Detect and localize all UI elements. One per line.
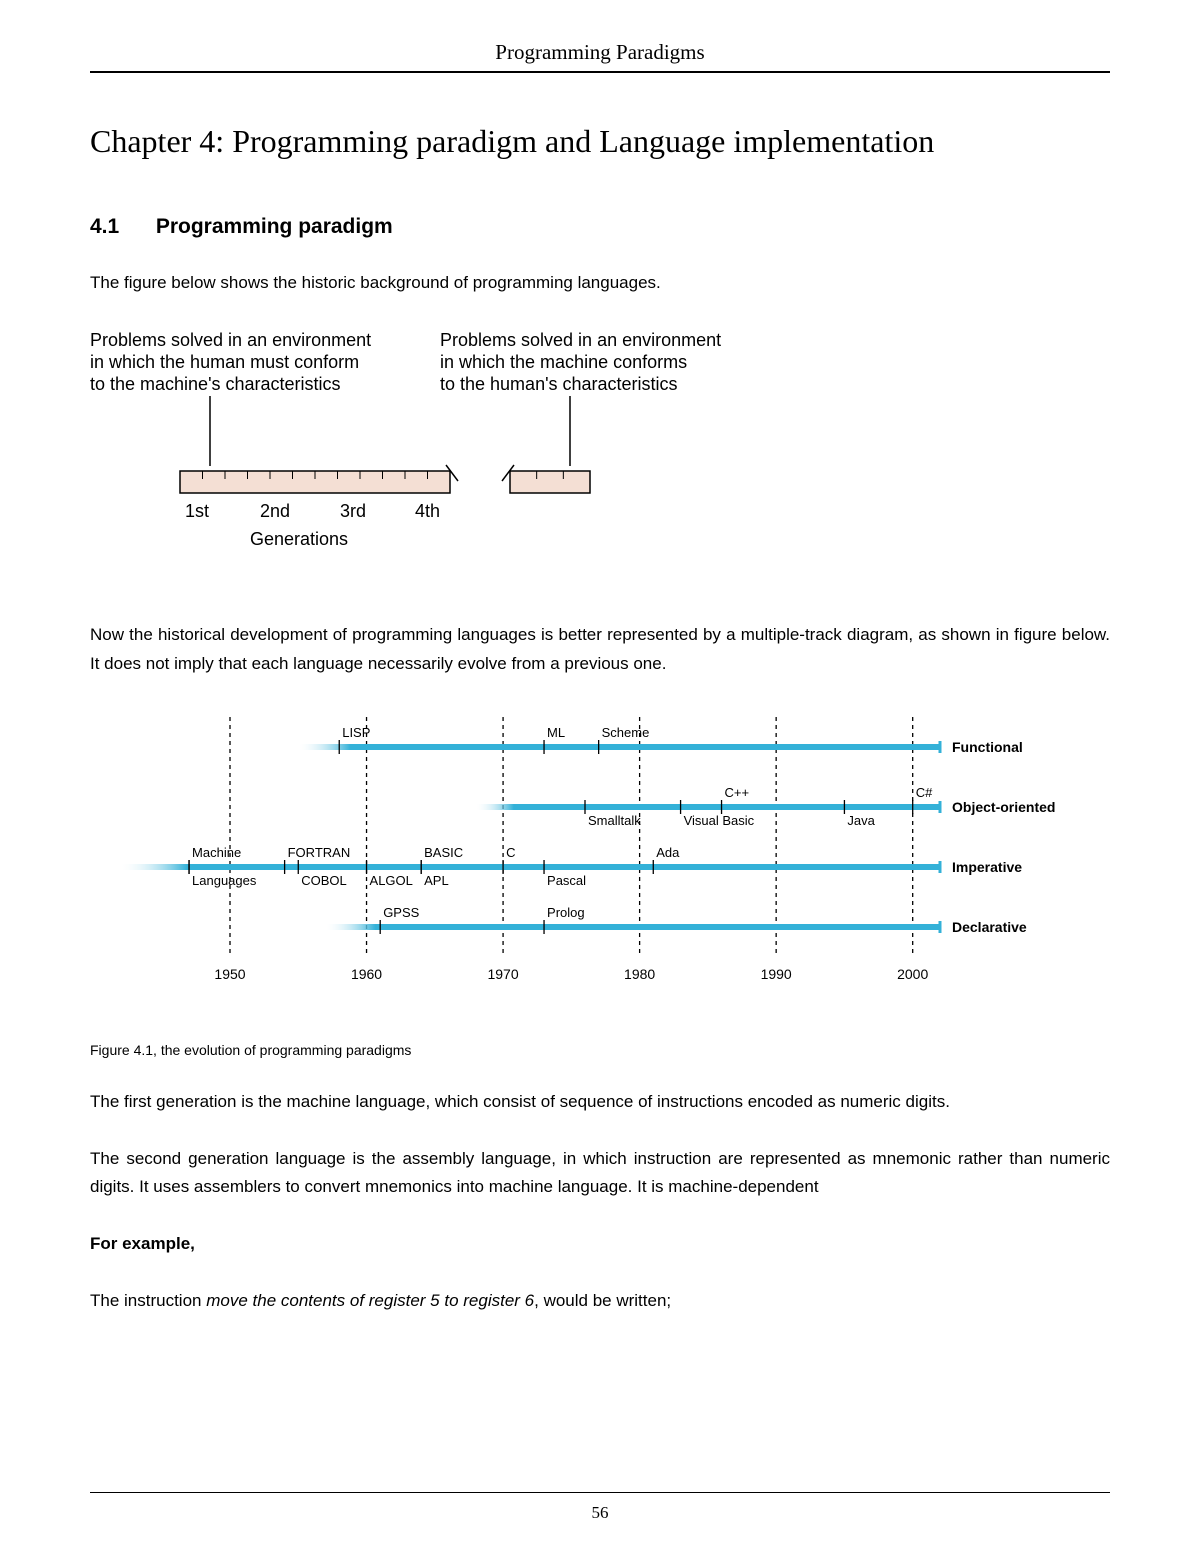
svg-text:Pascal: Pascal xyxy=(547,873,586,888)
svg-text:Smalltalk: Smalltalk xyxy=(588,813,641,828)
svg-text:Scheme: Scheme xyxy=(602,725,650,740)
svg-text:Object-oriented: Object-oriented xyxy=(952,799,1055,815)
svg-text:in which the human must confor: in which the human must conform xyxy=(90,352,359,372)
page: Programming Paradigms Chapter 4: Program… xyxy=(0,0,1200,1553)
svg-text:Languages: Languages xyxy=(192,873,257,888)
svg-text:1970: 1970 xyxy=(487,966,518,982)
svg-text:to the human's characteristics: to the human's characteristics xyxy=(440,374,678,394)
svg-text:2nd: 2nd xyxy=(260,501,290,521)
svg-text:Functional: Functional xyxy=(952,739,1023,755)
svg-text:ALGOL: ALGOL xyxy=(370,873,413,888)
svg-text:Problems solved in an environm: Problems solved in an environment xyxy=(440,330,721,350)
svg-text:C#: C# xyxy=(916,785,933,800)
svg-text:Generations: Generations xyxy=(250,529,348,549)
svg-text:ML: ML xyxy=(547,725,565,740)
page-header: Programming Paradigms xyxy=(90,40,1110,73)
svg-text:1960: 1960 xyxy=(351,966,382,982)
svg-text:APL: APL xyxy=(424,873,449,888)
example-post: , would be written; xyxy=(534,1291,671,1310)
section-title: 4.1 Programming paradigm xyxy=(90,215,1110,239)
svg-text:C++: C++ xyxy=(725,785,750,800)
intro-paragraph: The figure below shows the historic back… xyxy=(90,269,1110,298)
example-pre: The instruction xyxy=(90,1291,206,1310)
figure-caption: Figure 4.1, the evolution of programming… xyxy=(90,1042,1110,1058)
figure-generations: Problems solved in an environmentin whic… xyxy=(90,326,1110,591)
example-paragraph: The instruction move the contents of reg… xyxy=(90,1287,1110,1316)
svg-text:C: C xyxy=(506,845,515,860)
figure-timeline: 1950 1960 1970 1980 1990 2000 Functional LISP ML… xyxy=(90,707,1110,1012)
footer-rule xyxy=(90,1492,1110,1493)
svg-text:3rd: 3rd xyxy=(340,501,366,521)
example-italic: move the contents of register 5 to regis… xyxy=(206,1291,534,1310)
svg-text:in which the machine conforms: in which the machine conforms xyxy=(440,352,687,372)
chapter-title: Chapter 4: Programming paradigm and Lang… xyxy=(90,123,1110,160)
svg-text:BASIC: BASIC xyxy=(424,845,463,860)
svg-text:2000: 2000 xyxy=(897,966,928,982)
svg-text:FORTRAN: FORTRAN xyxy=(288,845,351,860)
svg-text:to the machine's characteristi: to the machine's characteristics xyxy=(90,374,341,394)
svg-text:LISP: LISP xyxy=(342,725,370,740)
page-number: 56 xyxy=(90,1503,1110,1523)
para-gen2: The second generation language is the as… xyxy=(90,1145,1110,1203)
mid-paragraph: Now the historical development of progra… xyxy=(90,621,1110,679)
svg-text:Problems solved in an environm: Problems solved in an environment xyxy=(90,330,371,350)
svg-text:GPSS: GPSS xyxy=(383,905,419,920)
svg-text:Java: Java xyxy=(847,813,875,828)
footer: 56 xyxy=(90,1492,1110,1523)
svg-text:1950: 1950 xyxy=(214,966,245,982)
svg-text:Prolog: Prolog xyxy=(547,905,585,920)
svg-text:Visual Basic: Visual Basic xyxy=(684,813,755,828)
svg-text:4th: 4th xyxy=(415,501,440,521)
example-label: For example, xyxy=(90,1230,1110,1259)
svg-text:1990: 1990 xyxy=(761,966,792,982)
svg-text:Ada: Ada xyxy=(656,845,680,860)
section-number: 4.1 xyxy=(90,215,150,239)
svg-text:Declarative: Declarative xyxy=(952,919,1027,935)
svg-text:1st: 1st xyxy=(185,501,209,521)
para-gen1: The first generation is the machine lang… xyxy=(90,1088,1110,1117)
section-name: Programming paradigm xyxy=(156,215,393,238)
svg-text:1980: 1980 xyxy=(624,966,655,982)
svg-text:Machine: Machine xyxy=(192,845,241,860)
svg-text:COBOL: COBOL xyxy=(301,873,347,888)
svg-text:Imperative: Imperative xyxy=(952,859,1022,875)
